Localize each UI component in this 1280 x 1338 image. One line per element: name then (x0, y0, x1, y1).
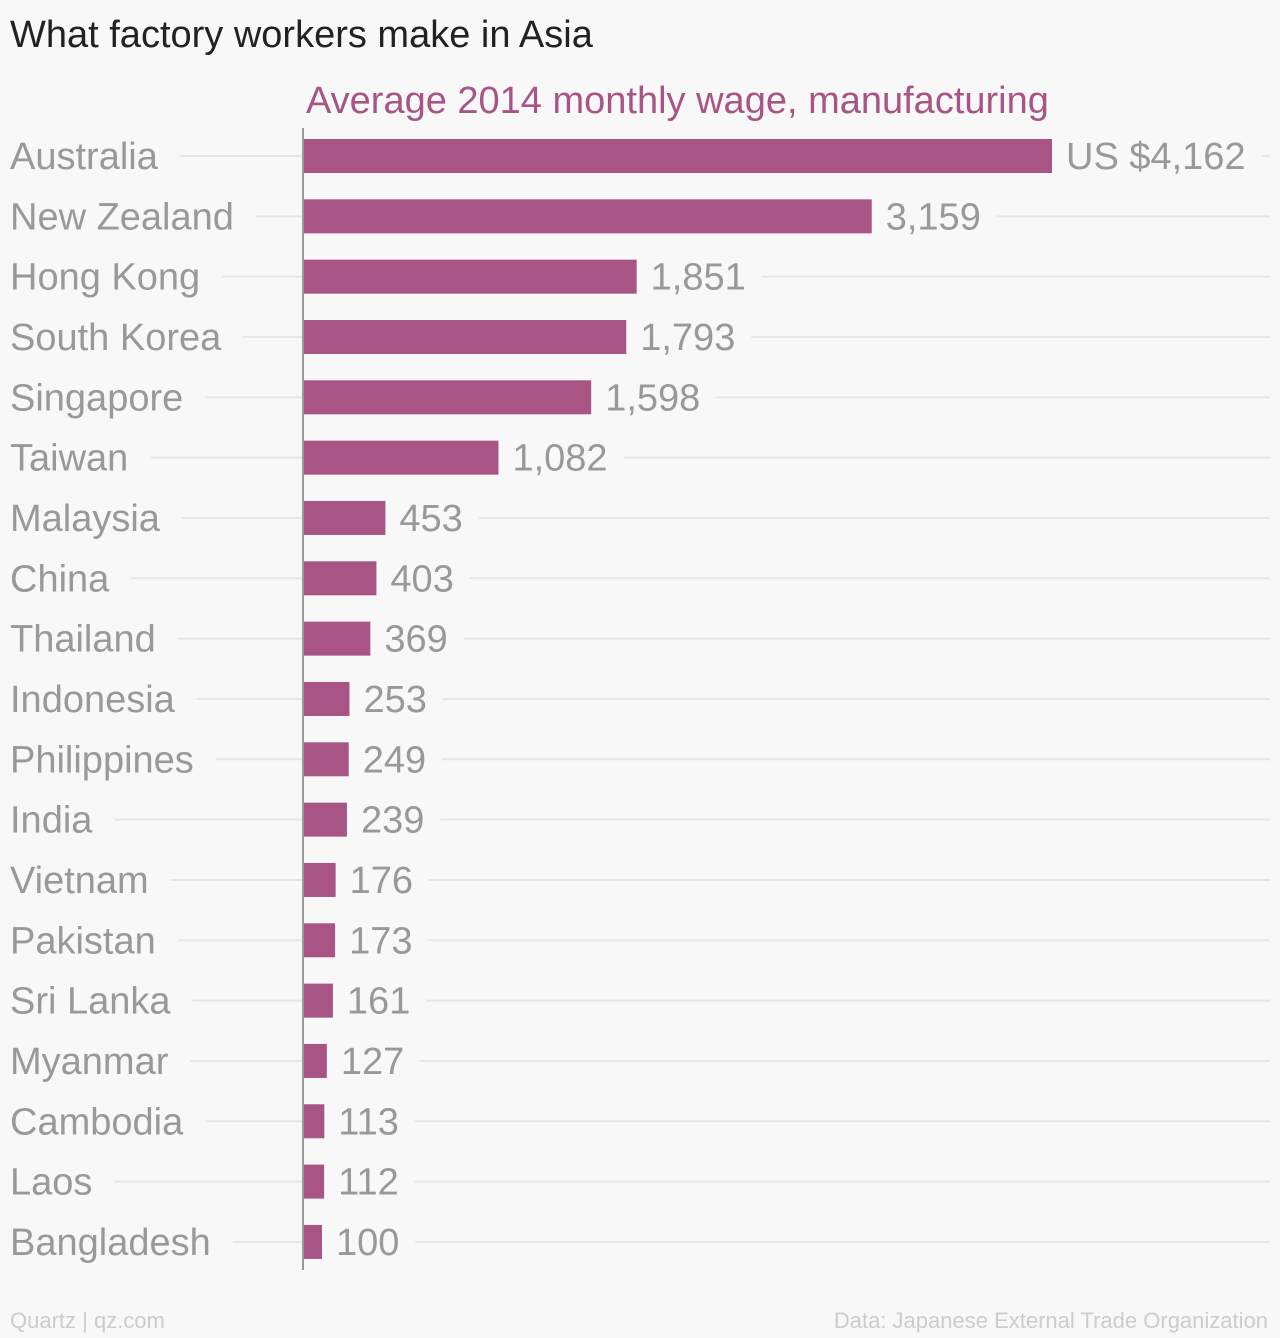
value-label: 176 (350, 860, 413, 902)
value-label: US $4,162 (1066, 136, 1246, 178)
value-label: 161 (347, 981, 410, 1023)
value-labels: US $4,162 3,159 1,851 1,793 1,598 1,082 453 403… (336, 136, 1246, 1264)
value-label: 112 (338, 1162, 399, 1204)
category-label: Laos (10, 1162, 92, 1204)
value-label: 369 (384, 619, 447, 661)
category-label: Thailand (10, 619, 156, 661)
bar (304, 199, 872, 234)
bar (304, 380, 592, 415)
category-label: Pakistan (10, 920, 156, 962)
value-label: 239 (361, 800, 424, 842)
category-label: India (10, 800, 93, 842)
category-label: Singapore (10, 377, 183, 419)
bar (304, 319, 627, 354)
category-label: Philippines (10, 739, 194, 781)
chart-subtitle: Average 2014 monthly wage, manufacturing (306, 80, 1049, 122)
value-label: 113 (338, 1101, 399, 1143)
bar (304, 561, 377, 596)
bar (304, 1224, 322, 1259)
category-label: South Korea (10, 317, 222, 359)
value-label: 3,159 (886, 196, 981, 238)
category-labels: Australia New Zealand Hong Kong South Korea… (10, 136, 234, 1264)
chart-title: What factory workers make in Asia (10, 14, 593, 56)
footer-source-credit: Quartz | qz.com (10, 1308, 165, 1333)
bar (304, 500, 386, 535)
category-label: Taiwan (10, 438, 128, 480)
category-label: Cambodia (10, 1101, 184, 1143)
category-label: Indonesia (10, 679, 176, 721)
bar (304, 802, 347, 837)
category-label: Bangladesh (10, 1222, 211, 1264)
footer-data-credit: Data: Japanese External Trade Organizati… (833, 1308, 1268, 1333)
category-label: Australia (10, 136, 159, 178)
value-label: 403 (390, 558, 453, 600)
category-label: Myanmar (10, 1041, 169, 1083)
value-label: 1,598 (605, 377, 700, 419)
category-label: Hong Kong (10, 257, 200, 299)
grid-lines (114, 155, 1270, 1243)
bar (304, 1164, 325, 1199)
bar (304, 983, 333, 1018)
bar (304, 681, 350, 716)
value-label: 453 (399, 498, 462, 540)
value-label: 1,793 (640, 317, 735, 359)
bar (304, 862, 336, 897)
bar (304, 440, 499, 475)
category-label: Vietnam (10, 860, 149, 902)
value-label: 173 (349, 920, 412, 962)
category-label: Malaysia (10, 498, 161, 540)
category-label: Sri Lanka (10, 981, 171, 1023)
value-label: 1,082 (512, 438, 607, 480)
bar (304, 1043, 327, 1078)
value-label: 127 (341, 1041, 404, 1083)
category-label: New Zealand (10, 196, 234, 238)
value-label: 100 (336, 1222, 399, 1264)
bar (304, 742, 349, 777)
value-label: 249 (363, 739, 426, 781)
bar (304, 1104, 325, 1139)
bar (304, 259, 637, 294)
bar-chart: Australia New Zealand Hong Kong South Korea… (10, 80, 1270, 1270)
bars (304, 139, 1052, 1259)
bar (304, 139, 1052, 173)
bar (304, 621, 371, 656)
category-label: China (10, 558, 110, 600)
bar (304, 923, 336, 958)
value-label: 253 (363, 679, 426, 721)
value-label: 1,851 (651, 257, 746, 299)
